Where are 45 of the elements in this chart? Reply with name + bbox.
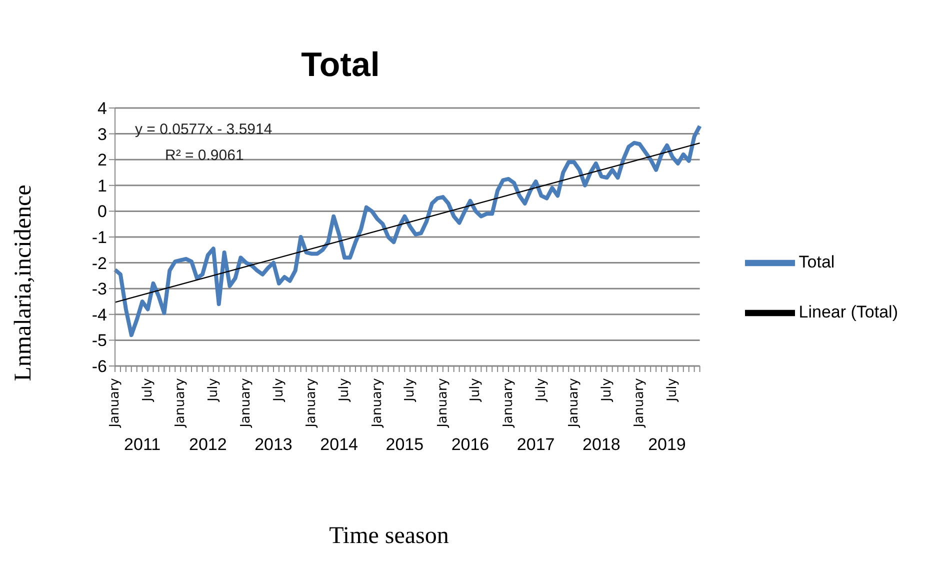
y-tick-label: -5 — [92, 331, 107, 350]
x-axis-title: Time season — [328, 523, 450, 550]
y-tick-label: 1 — [98, 176, 107, 196]
y-axis-title: Lnmalaria,incidence — [10, 184, 38, 382]
x-tick-label: January — [108, 378, 122, 428]
annotation: y = 0.0577x - 3.5914 — [135, 120, 274, 140]
y-tick-label: -2 — [92, 254, 107, 273]
annotation: R² = 0.9061 — [164, 146, 245, 166]
x-tick-label: July — [271, 378, 286, 402]
x-tick-label: January — [238, 378, 254, 428]
x-tick-label: January — [173, 378, 188, 428]
legend-label: Total — [798, 252, 835, 272]
text: 2016 — [451, 435, 490, 454]
chart-title: Total — [300, 46, 381, 85]
x-tick-label: July — [402, 378, 418, 402]
y-tick-label: 3 — [98, 124, 107, 144]
x-tick-label: January — [501, 378, 516, 428]
y-tick-label: -6 — [92, 357, 107, 376]
text: 2019 — [648, 435, 686, 454]
x-tick-label: January — [435, 378, 450, 428]
x-tick-label: July — [534, 378, 549, 402]
y-tick-label: 2 — [98, 150, 107, 170]
y-tick-label: -4 — [92, 305, 107, 324]
legend-label: Linear (Total) — [798, 302, 898, 322]
x-tick-label: July — [599, 378, 614, 402]
x-tick-label: January — [370, 378, 385, 428]
y-tick-label: 4 — [98, 99, 107, 118]
text: 2012 — [188, 435, 227, 454]
text: 2013 — [254, 435, 292, 454]
x-tick-label: July — [206, 378, 221, 402]
x-tick-label: July — [664, 378, 680, 402]
text: 2014 — [320, 435, 358, 454]
x-tick-label: January — [566, 378, 582, 428]
x-tick-label: July — [337, 378, 352, 402]
y-tick-label: 0 — [98, 202, 107, 222]
text: 2015 — [386, 435, 424, 454]
text: 2017 — [516, 435, 555, 454]
text: 2011 — [124, 435, 161, 454]
x-tick-label: July — [140, 378, 156, 402]
text: 2018 — [582, 435, 620, 454]
x-tick-label: July — [468, 378, 484, 402]
y-tick-label: -1 — [92, 228, 107, 248]
x-tick-label: January — [632, 378, 648, 428]
y-tick-label: -3 — [92, 280, 107, 299]
x-tick-label: January — [304, 378, 320, 428]
